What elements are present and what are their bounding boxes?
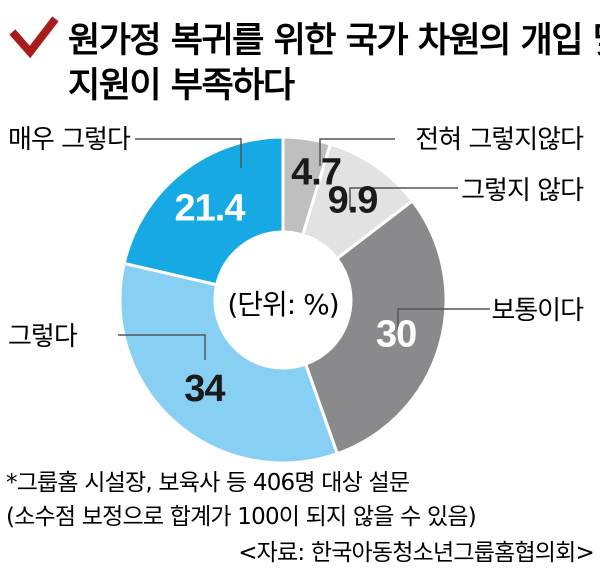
- survey-note: *그룹홈 시설장, 보육사 등 406명 대상 설문: [6, 470, 409, 496]
- category-label-strongly-agree: 매우 그렇다: [8, 125, 131, 155]
- category-label-strongly-disagree: 전혀 그렇지않다: [415, 125, 584, 155]
- title-block: 원가정 복귀를 위한 국가 차원의 개입 및 지원이 부족하다: [9, 16, 600, 106]
- slice-neutral: [303, 198, 448, 456]
- leader-strongly-disagree: [319, 138, 395, 166]
- value-label-disagree: 9.9: [328, 180, 378, 222]
- category-label-agree: 그렇다: [8, 322, 78, 352]
- value-label-agree: 34: [184, 368, 225, 410]
- source-note: <자료: 한국아동청소년그룹홈협의회>: [238, 540, 594, 566]
- slice-agree: [118, 261, 340, 465]
- leader-strongly-agree: [135, 138, 242, 168]
- rounding-note: (소수점 보정으로 합계가 100이 되지 않을 수 있음): [6, 504, 476, 530]
- category-labels: 전혀 그렇지않다 그렇지 않다 보통이다 그렇다 매우 그렇다: [8, 125, 585, 352]
- chart-title-line-1: 원가정 복귀를 위한 국가 차원의 개입 및: [68, 21, 600, 61]
- value-labels: 4.7 9.9 30 34 21.4: [175, 151, 418, 410]
- footnotes: *그룹홈 시설장, 보육사 등 406명 대상 설문 (소수점 보정으로 합계가…: [6, 470, 595, 566]
- slice-strongly-agree: [122, 135, 285, 287]
- value-label-strongly-agree: 21.4: [175, 188, 246, 230]
- unit-label: (단위: %): [227, 288, 338, 321]
- check-mark-icon: [9, 16, 59, 59]
- leader-agree: [118, 334, 206, 360]
- leader-disagree: [349, 187, 458, 210]
- chart-title-line-2: 지원이 부족하다: [68, 66, 295, 106]
- value-label-neutral: 30: [376, 314, 416, 356]
- donut-slices: [118, 135, 448, 465]
- leader-lines: [118, 138, 490, 360]
- category-label-neutral: 보통이다: [491, 296, 584, 326]
- category-label-disagree: 그렇지 않다: [461, 176, 584, 206]
- leader-neutral: [397, 308, 490, 330]
- value-label-strongly-disagree: 4.7: [291, 151, 341, 193]
